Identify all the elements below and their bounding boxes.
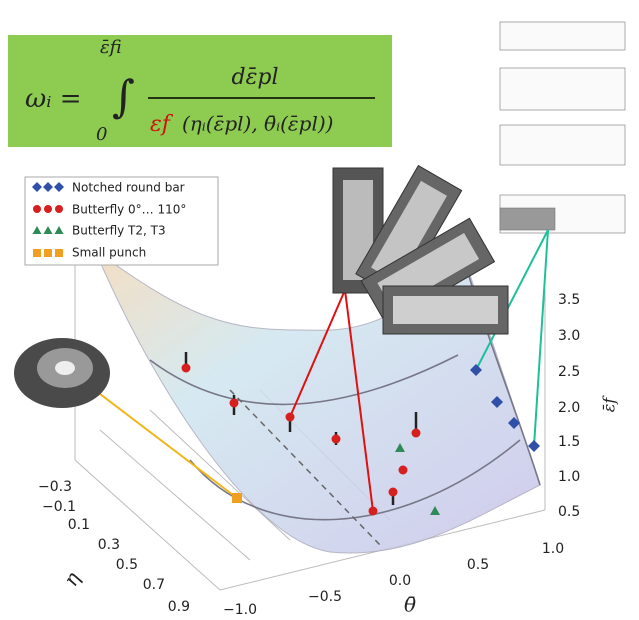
tick-label: −0.5: [308, 589, 342, 605]
tick-label: 3.5: [558, 292, 580, 308]
tick-label: −0.3: [38, 479, 72, 495]
legend-notched: [32, 182, 64, 192]
tick-label: −0.1: [42, 499, 76, 515]
formula-denominator-args: (ηᵢ(ε̄pl), θ̄ᵢ(ε̄pl)): [182, 112, 333, 136]
tick-label: 2.0: [558, 400, 580, 416]
legend-punch: [33, 249, 63, 257]
legend-label: Butterfly 0°… 110°: [72, 203, 186, 217]
tick-label: 1.5: [558, 434, 580, 450]
punch-marker: [232, 493, 242, 503]
strain-label: ε̄f: [600, 395, 619, 413]
legend-label: Small punch: [72, 246, 146, 260]
tick-label: 2.5: [558, 364, 580, 380]
tick-label: 0.5: [467, 557, 489, 573]
tick-label: 1.0: [558, 469, 580, 485]
tick-label: 0.0: [389, 573, 411, 589]
tick-label: 0.3: [98, 537, 120, 553]
legend-label: Butterfly T2, T3: [72, 224, 166, 238]
tick-label: −1.0: [223, 602, 257, 618]
formula-upper: ε̄fi: [100, 37, 122, 58]
page: {"formula":{"lhs":"ωᵢ =","upper":"ε̄fi",…: [0, 0, 639, 620]
theta-label: θ̄: [404, 593, 416, 617]
legend-label: Notched round bar: [72, 181, 185, 195]
mesh-images: [500, 22, 625, 233]
tick-label: 0.9: [168, 599, 190, 615]
tick-label: 0.5: [116, 557, 138, 573]
figure: ωᵢ = ∫ ε̄fi 0 dε̄pl εf (ηᵢ(ε̄pl), θ̄ᵢ(ε̄…: [0, 0, 639, 620]
tick-label: 0.1: [68, 517, 90, 533]
formula-lower: 0: [96, 124, 107, 145]
punch-photo: [14, 338, 110, 408]
tick-label: 1.0: [542, 541, 564, 557]
legend-t: [33, 226, 64, 234]
theta-ticks: −1.0 −0.5 0.0 0.5 1.0: [223, 541, 564, 618]
eta-ticks: −0.3 −0.1 0.1 0.3 0.5 0.7 0.9: [38, 479, 190, 615]
legend-butterfly: [33, 205, 63, 213]
integral-sign: ∫: [112, 72, 135, 123]
eta-label: η: [58, 568, 85, 590]
formula-lhs: ωᵢ =: [25, 84, 81, 114]
strain-ticks: 0.5 1.0 1.5 2.0 2.5 3.0 3.5: [558, 292, 580, 520]
specimen-photos: [333, 166, 508, 334]
tick-label: 0.5: [558, 504, 580, 520]
formula-numerator: dε̄pl: [231, 65, 278, 90]
tick-label: 0.7: [143, 577, 165, 593]
tick-label: 3.0: [558, 328, 580, 344]
